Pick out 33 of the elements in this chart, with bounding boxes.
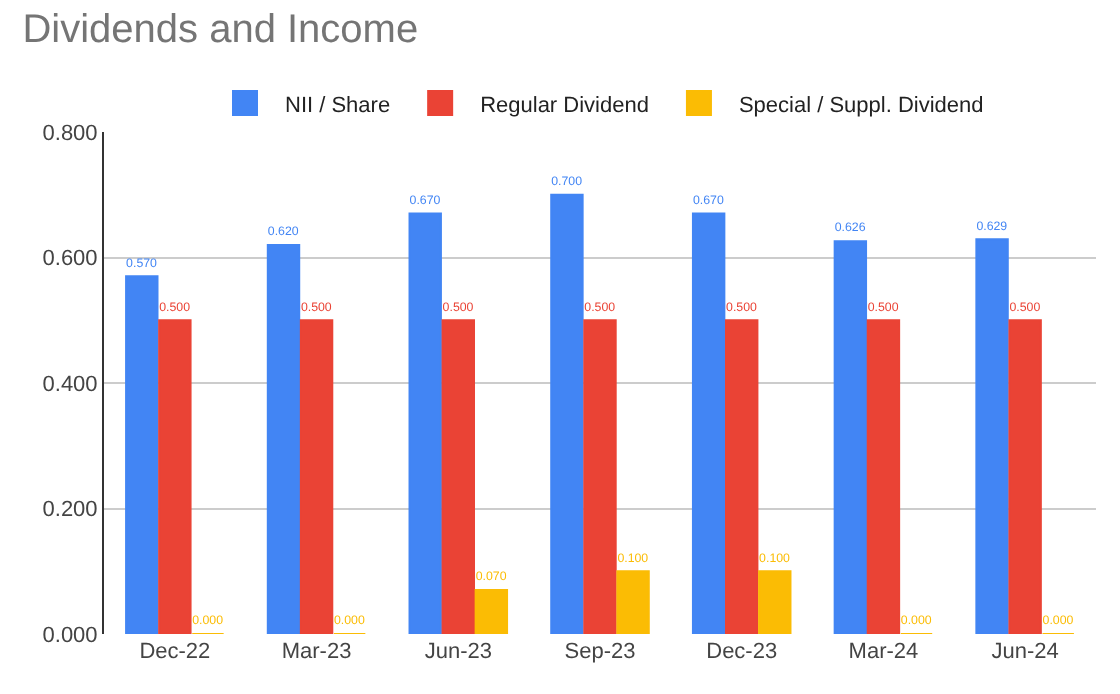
- bar: [550, 193, 584, 634]
- chart-title: Dividends and Income: [22, 7, 419, 52]
- legend-label: Regular Dividend: [480, 93, 649, 118]
- y-tick-label: 0.200: [42, 498, 98, 523]
- bar: [725, 319, 759, 634]
- x-tick-label: Jun-23: [424, 640, 492, 664]
- bar: [408, 212, 442, 634]
- bar: [583, 319, 617, 634]
- y-tick-label: 0.600: [42, 247, 98, 272]
- bar: [975, 238, 1009, 634]
- bar: [299, 319, 334, 634]
- bar: [866, 319, 901, 634]
- bar: [266, 243, 301, 634]
- bar: [691, 212, 726, 634]
- bar: [758, 570, 792, 634]
- x-tick-label: Jun-24: [991, 640, 1059, 664]
- legend-label: Special / Suppl. Dividend: [738, 93, 984, 118]
- y-tick-label: 0.000: [42, 623, 98, 648]
- y-tick-label: 0.800: [42, 121, 98, 146]
- y-tick-label: 0.400: [42, 372, 98, 397]
- x-tick-label: Mar-24: [848, 640, 919, 664]
- bar: [441, 319, 475, 634]
- bar: [125, 275, 159, 634]
- legend-label: NII / Share: [285, 93, 391, 118]
- x-tick-label: Mar-23: [281, 640, 352, 664]
- x-tick-label: Dec-23: [706, 640, 778, 664]
- bar: [474, 589, 509, 634]
- bar: [833, 240, 868, 634]
- bar: [1008, 319, 1042, 634]
- bar: [616, 570, 650, 634]
- x-tick-label: Sep-23: [564, 640, 636, 664]
- bar: [158, 319, 192, 634]
- x-tick-label: Dec-22: [139, 640, 211, 664]
